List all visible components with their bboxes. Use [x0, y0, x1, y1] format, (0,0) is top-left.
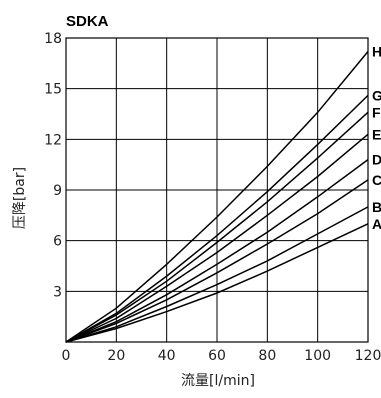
y-tick-label: 9 [53, 183, 62, 199]
y-ticks: 3 6 9 12 15 18 [44, 31, 62, 300]
plot-frame [65, 37, 369, 343]
series-line-F [65, 111, 369, 343]
y-axis-label: 压降[bar] [12, 167, 28, 229]
x-tick-label: 60 [208, 348, 226, 364]
x-tick-label: 120 [355, 348, 381, 364]
series-line-B [65, 206, 369, 343]
series-label-A: A [372, 216, 381, 232]
x-tick-label: 0 [62, 348, 71, 364]
series-line-H [65, 51, 369, 343]
x-axis-label: 流量[l/min] [181, 373, 255, 389]
series-label-B: B [372, 199, 381, 215]
curves [65, 51, 369, 343]
series-label-E: E [372, 126, 381, 142]
series-line-D [65, 158, 369, 343]
x-ticks: 0 20 40 60 80 100 120 [62, 348, 381, 364]
x-tick-label: 40 [158, 348, 176, 364]
chart-title: SDKA [66, 13, 109, 30]
series-label-G: G [372, 87, 381, 103]
series-label-C: C [372, 172, 381, 188]
series-line-C [65, 179, 369, 343]
x-tick-label: 100 [304, 348, 331, 364]
series-label-F: F [372, 104, 381, 120]
series-label-H: H [372, 44, 381, 60]
y-tick-label: 12 [44, 132, 62, 148]
series-line-A [65, 223, 369, 343]
series-label-D: D [372, 152, 381, 168]
y-tick-label: 6 [53, 234, 62, 250]
y-tick-label: 18 [44, 31, 62, 47]
y-tick-label: 3 [53, 284, 62, 300]
series-line-E [65, 133, 369, 343]
series-line-G [65, 94, 369, 343]
x-tick-label: 80 [258, 348, 276, 364]
y-tick-label: 15 [44, 82, 62, 98]
x-tick-label: 20 [107, 348, 125, 364]
grid [66, 38, 368, 342]
